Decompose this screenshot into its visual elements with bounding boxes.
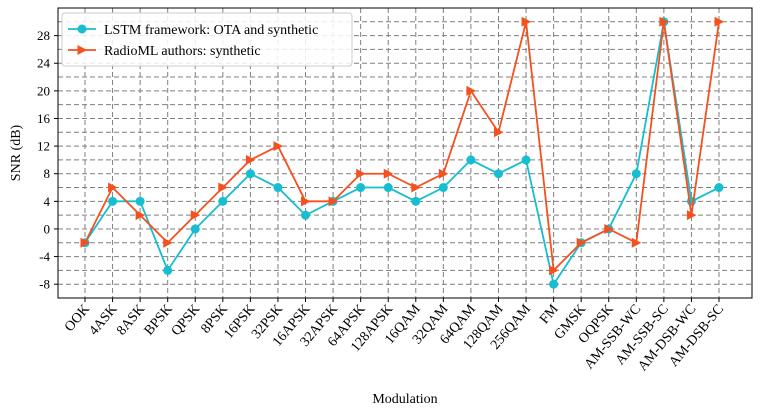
data-point xyxy=(163,237,173,248)
data-point xyxy=(466,155,476,165)
data-point xyxy=(576,237,587,248)
data-point xyxy=(466,85,476,96)
data-point xyxy=(245,154,256,165)
data-point xyxy=(549,265,559,276)
series-2 xyxy=(80,16,724,276)
data-point xyxy=(714,16,724,27)
data-point xyxy=(135,196,145,206)
data-point xyxy=(80,237,90,248)
data-point xyxy=(438,183,448,193)
data-point xyxy=(604,223,614,234)
x-tick-label: BPSK xyxy=(142,302,176,338)
series-group xyxy=(80,16,724,289)
y-tick-label: 24 xyxy=(37,56,51,71)
data-point xyxy=(190,224,200,234)
data-point xyxy=(273,141,283,152)
series-line xyxy=(84,21,720,273)
y-tick-label: 28 xyxy=(37,28,50,43)
x-tick-label: 4ASK xyxy=(87,302,121,338)
data-point xyxy=(493,169,503,179)
data-point xyxy=(135,210,146,221)
data-point xyxy=(411,182,421,193)
y-tick-label: 8 xyxy=(44,166,51,181)
legend-item: RadioML authors: synthetic xyxy=(68,44,261,59)
data-point xyxy=(383,168,394,179)
data-point xyxy=(549,279,559,289)
legend-item: LSTM framework: OTA and synthetic xyxy=(68,23,318,38)
data-point xyxy=(190,210,201,221)
data-point xyxy=(218,182,228,193)
data-point xyxy=(245,169,255,179)
x-tick-label: FM xyxy=(537,302,562,328)
data-point xyxy=(356,183,366,193)
plot-area xyxy=(57,7,753,299)
x-tick-label: QPSK xyxy=(169,302,204,339)
data-point xyxy=(383,183,393,193)
legend: LSTM framework: OTA and synthetic RadioML… xyxy=(61,12,353,67)
y-tick-label: 16 xyxy=(37,111,51,126)
data-point xyxy=(328,196,339,207)
data-point xyxy=(438,168,449,179)
data-point xyxy=(521,155,531,165)
legend-marker xyxy=(77,24,87,34)
data-point xyxy=(411,196,421,206)
data-point xyxy=(108,182,118,193)
y-tick-label: 0 xyxy=(44,221,51,236)
data-point xyxy=(218,196,228,206)
y-tick-label: 20 xyxy=(37,83,50,98)
data-point xyxy=(301,210,311,220)
x-axis-label: Modulation xyxy=(372,392,437,407)
legend-marker xyxy=(77,45,87,55)
data-point xyxy=(108,196,118,206)
data-point xyxy=(659,16,669,27)
series-line xyxy=(84,21,720,287)
data-point xyxy=(631,237,642,248)
y-tick-label: 12 xyxy=(37,139,50,154)
y-tick-label: 4 xyxy=(44,194,51,209)
x-tick-label: 8ASK xyxy=(114,302,148,338)
y-tick-label: -8 xyxy=(39,277,50,292)
data-point xyxy=(686,210,697,221)
legend-label: RadioML authors: synthetic xyxy=(104,44,261,59)
data-point xyxy=(714,183,724,193)
data-point xyxy=(493,127,504,138)
data-point xyxy=(301,196,311,207)
y-tick-label: -4 xyxy=(39,249,50,264)
y-axis-label: SNR (dB) xyxy=(9,124,24,181)
x-axis-ticks: OOK4ASK8ASKBPSKQPSK8PSK16PSK32PSK16APSK3… xyxy=(62,298,727,374)
data-point xyxy=(356,168,366,179)
legend-box xyxy=(61,12,353,67)
data-point xyxy=(273,183,283,193)
legend-label: LSTM framework: OTA and synthetic xyxy=(104,23,318,38)
y-axis-ticks: -8 -4 0 4 8 12 16 20 24 28 xyxy=(37,28,58,292)
data-point xyxy=(631,169,641,179)
data-point xyxy=(163,265,173,275)
data-point xyxy=(521,16,532,27)
